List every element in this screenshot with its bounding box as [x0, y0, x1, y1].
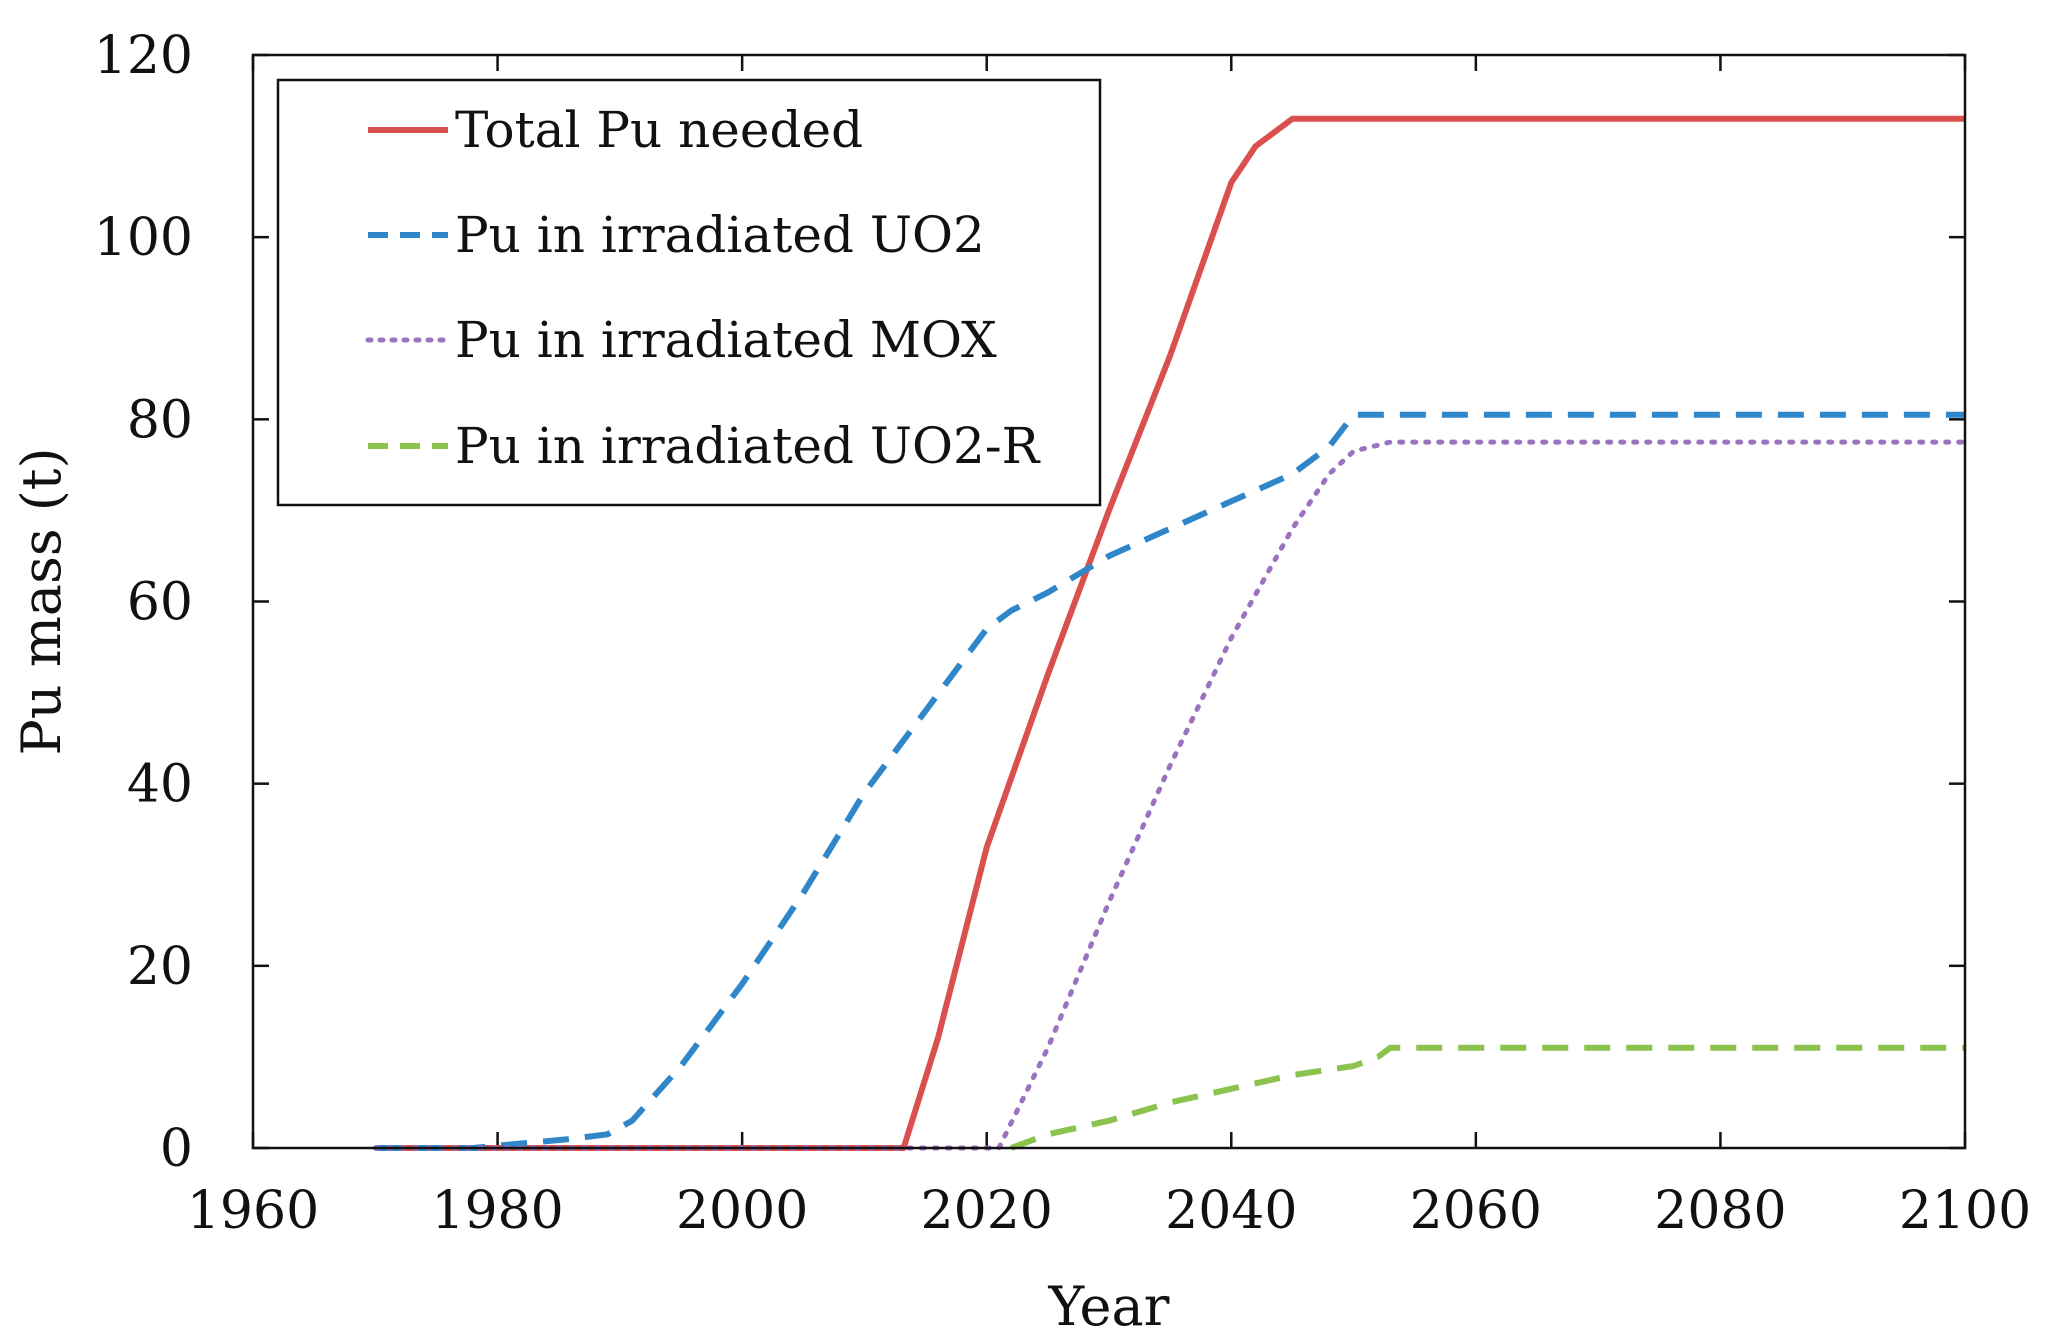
x-tick-label-2060: 2060 — [1410, 1181, 1542, 1241]
x-axis-ticks — [251, 55, 1967, 1148]
x-tick-label-1980: 1980 — [431, 1181, 563, 1241]
legend-label-total-pu-needed: Total Pu needed — [455, 101, 863, 159]
legend-label-pu-in-irradiated-uo2-r: Pu in irradiated UO2-R — [455, 417, 1041, 475]
y-tick-label-0: 0 — [160, 1119, 193, 1179]
y-tick-labels: 0 20 40 60 80 100 120 — [94, 26, 193, 1179]
series-line-pu-in-irradiated-uo2-r — [1010, 1044, 1965, 1151]
y-axis-title: Pu mass (t) — [10, 447, 73, 755]
y-tick-label-40: 40 — [127, 755, 193, 815]
x-tick-label-2000: 2000 — [676, 1181, 808, 1241]
y-tick-label-60: 60 — [127, 573, 193, 633]
x-axis-title: Year — [1048, 1275, 1170, 1338]
x-tick-labels: 1960 1980 2000 2020 2040 2060 2080 2100 — [187, 1181, 2031, 1241]
legend-label-pu-in-irradiated-uo2: Pu in irradiated UO2 — [455, 206, 985, 264]
y-tick-label-120: 120 — [94, 26, 193, 86]
series-line-total-pu-needed — [375, 115, 1965, 1151]
y-tick-label-100: 100 — [94, 208, 193, 268]
x-tick-label-1960: 1960 — [187, 1181, 319, 1241]
series-line-pu-in-irradiated-uo2 — [375, 411, 1965, 1151]
x-tick-label-2040: 2040 — [1165, 1181, 1297, 1241]
legend-label-pu-in-irradiated-mox: Pu in irradiated MOX — [455, 311, 997, 369]
series-layer — [372, 115, 1968, 1151]
x-tick-label-2020: 2020 — [921, 1181, 1053, 1241]
y-tick-label-20: 20 — [127, 937, 193, 997]
x-tick-label-2080: 2080 — [1654, 1181, 1786, 1241]
series-line-pu-in-irradiated-mox — [372, 439, 1968, 1151]
legend-box — [276, 78, 1102, 507]
y-tick-label-80: 80 — [127, 390, 193, 450]
legend: Total Pu needed Pu in irradiated UO2 Pu in… — [276, 78, 1102, 507]
x-tick-label-2100: 2100 — [1899, 1181, 2031, 1241]
plot-frame — [251, 53, 1967, 1150]
